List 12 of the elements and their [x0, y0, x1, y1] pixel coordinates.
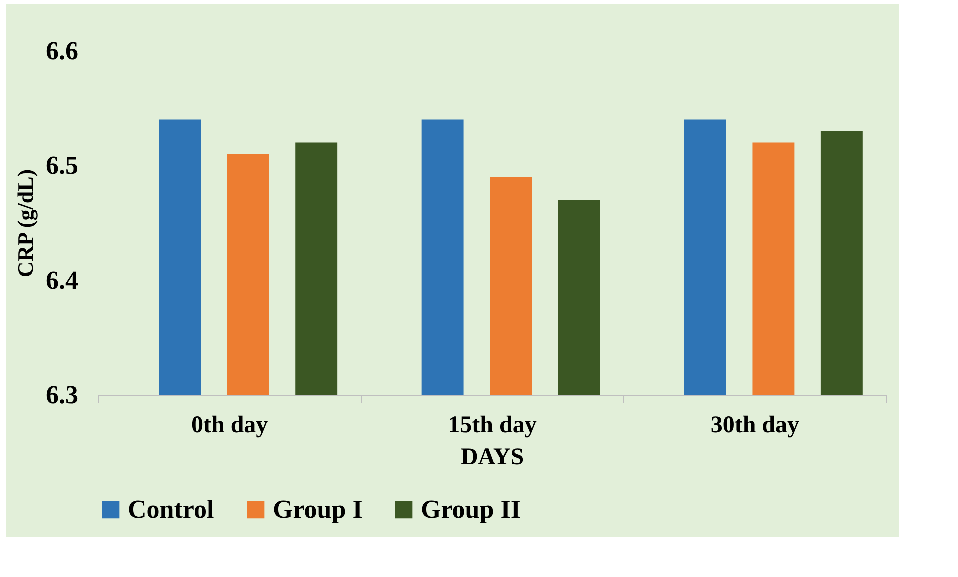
x-axis-title: DAYS	[460, 444, 524, 470]
y-tick-label: 6.3	[46, 380, 78, 410]
y-tick-label: 6.5	[46, 151, 78, 180]
y-axis-title: CRP (g/dL)	[13, 169, 38, 278]
x-tick-label: 30th day	[710, 412, 800, 438]
y-tick-label: 6.6	[46, 36, 78, 66]
x-tick-label: 15th day	[448, 412, 537, 438]
legend-label: Control	[128, 495, 214, 524]
y-tick-label: 6.4	[46, 266, 78, 295]
legend-label: Group I	[273, 495, 363, 524]
x-tick-label: 0th day	[191, 412, 268, 438]
legend-label: Group II	[421, 495, 521, 524]
